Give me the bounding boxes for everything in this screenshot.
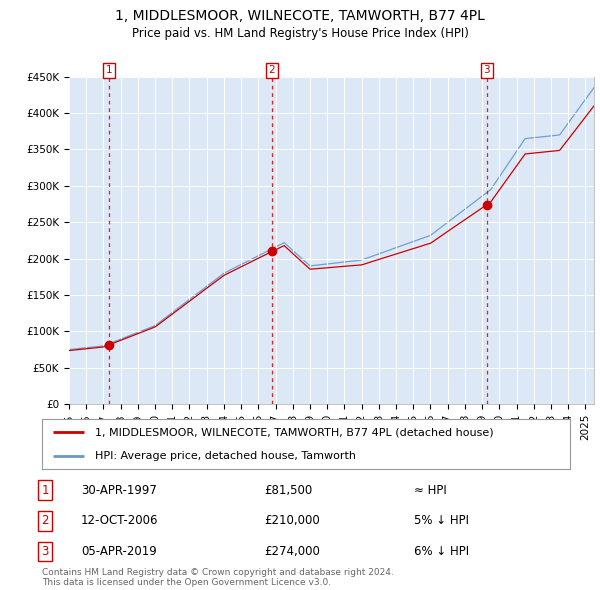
Text: Price paid vs. HM Land Registry's House Price Index (HPI): Price paid vs. HM Land Registry's House … [131,27,469,40]
Text: 3: 3 [41,545,49,558]
Text: ≈ HPI: ≈ HPI [414,484,447,497]
Text: 1, MIDDLESMOOR, WILNECOTE, TAMWORTH, B77 4PL (detached house): 1, MIDDLESMOOR, WILNECOTE, TAMWORTH, B77… [95,427,493,437]
Text: 1: 1 [106,65,112,76]
Text: 12-OCT-2006: 12-OCT-2006 [81,514,158,527]
Text: £81,500: £81,500 [264,484,312,497]
Text: 6% ↓ HPI: 6% ↓ HPI [414,545,469,558]
Text: 2: 2 [269,65,275,76]
Text: 30-APR-1997: 30-APR-1997 [81,484,157,497]
Text: HPI: Average price, detached house, Tamworth: HPI: Average price, detached house, Tamw… [95,451,356,461]
Text: 1, MIDDLESMOOR, WILNECOTE, TAMWORTH, B77 4PL: 1, MIDDLESMOOR, WILNECOTE, TAMWORTH, B77… [115,9,485,23]
Text: 3: 3 [483,65,490,76]
Text: Contains HM Land Registry data © Crown copyright and database right 2024.
This d: Contains HM Land Registry data © Crown c… [42,568,394,587]
Text: £210,000: £210,000 [264,514,320,527]
Text: 2: 2 [41,514,49,527]
Text: 05-APR-2019: 05-APR-2019 [81,545,157,558]
Text: 5% ↓ HPI: 5% ↓ HPI [414,514,469,527]
Text: 1: 1 [41,484,49,497]
Text: £274,000: £274,000 [264,545,320,558]
